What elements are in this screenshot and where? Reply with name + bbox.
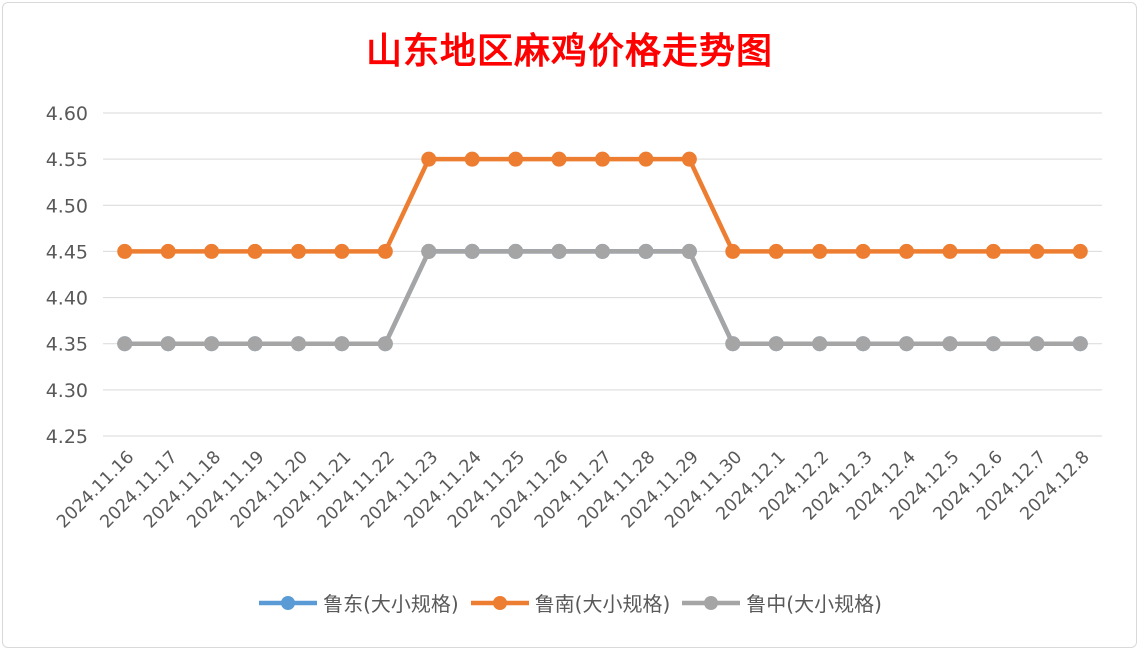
legend-label: 鲁东(大小规格) xyxy=(323,592,459,616)
data-point xyxy=(812,243,828,259)
data-point xyxy=(725,243,741,259)
legend-item: 鲁东(大小规格) xyxy=(257,588,459,617)
data-point xyxy=(899,243,915,259)
data-point xyxy=(638,151,654,167)
data-point xyxy=(464,151,480,167)
data-point xyxy=(290,243,306,259)
data-point xyxy=(334,243,350,259)
y-tick-label: 4.30 xyxy=(46,380,88,402)
data-point xyxy=(117,243,133,259)
data-point xyxy=(638,243,654,259)
data-point xyxy=(855,243,871,259)
data-point xyxy=(551,151,567,167)
data-point xyxy=(290,336,306,352)
y-tick-label: 4.60 xyxy=(46,103,88,125)
data-point xyxy=(160,336,176,352)
data-point xyxy=(247,336,263,352)
data-point xyxy=(160,243,176,259)
data-point xyxy=(812,336,828,352)
data-point xyxy=(1029,336,1045,352)
data-point xyxy=(595,151,610,167)
y-tick-label: 4.55 xyxy=(46,149,88,171)
legend-label: 鲁中(大小规格) xyxy=(746,592,882,616)
data-point xyxy=(551,243,567,259)
data-point xyxy=(377,243,393,259)
data-point xyxy=(377,336,393,352)
data-point xyxy=(1072,336,1088,352)
data-point xyxy=(421,151,437,167)
data-point xyxy=(1072,243,1088,259)
data-point xyxy=(855,336,871,352)
data-point xyxy=(725,336,741,352)
y-tick-label: 4.45 xyxy=(46,241,88,263)
data-point xyxy=(117,336,133,352)
data-point xyxy=(942,336,958,352)
legend-marker-icon xyxy=(470,595,529,610)
data-point xyxy=(1029,243,1045,259)
data-point xyxy=(508,243,524,259)
legend-label: 鲁南(大小规格) xyxy=(534,592,671,616)
data-point xyxy=(464,243,480,259)
data-point xyxy=(985,243,1001,259)
data-point xyxy=(899,336,915,352)
data-point xyxy=(768,336,784,352)
data-point xyxy=(595,243,610,259)
chart-legend: 鲁东(大小规格) 鲁南(大小规格) 鲁中(大小规格) xyxy=(0,588,1139,617)
legend-marker-icon xyxy=(682,595,741,610)
y-tick-label: 4.40 xyxy=(46,288,88,310)
data-point xyxy=(681,243,697,259)
chart-title: 山东地区麻鸡价格走势图 xyxy=(365,30,773,72)
legend-item: 鲁南(大小规格) xyxy=(469,588,671,617)
y-tick-label: 4.50 xyxy=(46,195,88,217)
y-tick-label: 4.35 xyxy=(46,334,88,356)
data-point xyxy=(681,151,697,167)
data-point xyxy=(508,151,524,167)
data-point xyxy=(421,243,437,259)
data-point xyxy=(768,243,784,259)
data-point xyxy=(985,336,1001,352)
data-point xyxy=(247,243,263,259)
legend-item: 鲁中(大小规格) xyxy=(680,588,882,617)
data-point xyxy=(334,336,350,352)
legend-marker-icon xyxy=(259,595,318,610)
y-tick-label: 4.25 xyxy=(46,426,88,448)
data-point xyxy=(204,336,220,352)
data-point xyxy=(204,243,220,259)
data-point xyxy=(942,243,958,259)
